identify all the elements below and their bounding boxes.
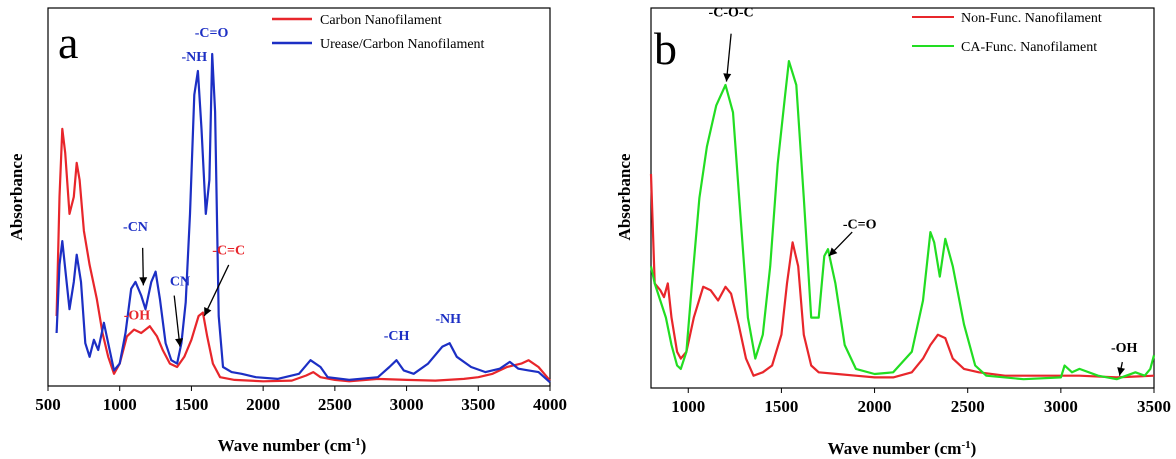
x-tick-label: 1000 <box>103 395 137 414</box>
x-tick-label: 1500 <box>764 397 798 416</box>
series-line-1 <box>649 173 1155 379</box>
x-tick-label: 1500 <box>174 395 208 414</box>
annotation-label: -OH <box>124 308 151 323</box>
x-tick-label: 3000 <box>1044 397 1078 416</box>
series-group <box>55 52 551 384</box>
x-ticks: 500 1000 1500 2000 2500 3000 3500 4000 <box>35 386 567 414</box>
annotation-label: -C-O-C <box>709 6 754 21</box>
annotations: -C-O-C -C=O -OH <box>709 6 1138 376</box>
x-axis-title: Wave number (cm-1) <box>218 436 367 455</box>
legend-label-carbon: Carbon Nanofilament <box>320 13 442 28</box>
x-axis-title: Wave number (cm-1) <box>828 439 977 458</box>
x-ticks: 1000 1500 2000 2500 3000 3500 <box>671 388 1171 416</box>
arrow-head <box>139 277 148 286</box>
x-tick-label: 4000 <box>533 395 567 414</box>
arrow-head <box>828 247 838 257</box>
arrow-head <box>723 73 732 82</box>
legend-label-nonfunc: Non-Func. Nanofilament <box>961 11 1102 26</box>
annotation-label: -NH <box>181 50 207 65</box>
annotation-label: -NH <box>435 312 461 327</box>
annotation-label: -C=C <box>212 244 245 259</box>
x-tick-label: 2000 <box>246 395 280 414</box>
annotation-label: -CH <box>384 329 410 344</box>
arrow-head <box>1117 367 1126 376</box>
annotations: -C=O -NH -CN CN -OH -C=C -CH -NH <box>123 26 461 347</box>
chart-panel-b: 1000 1500 2000 2500 3000 3500 -C-O-C -C=O -OH b… <box>615 6 1171 458</box>
x-tick-label: 3500 <box>461 395 495 414</box>
x-tick-label: 2000 <box>858 397 892 416</box>
series-group <box>649 60 1156 381</box>
series-line-2 <box>55 52 551 384</box>
panel-label: b <box>654 23 677 74</box>
chart-panel-a: 500 1000 1500 2000 2500 3000 3500 4000 -C=O-NH-… <box>7 7 567 455</box>
series-line-1 <box>55 127 551 383</box>
legend-label-urease: Urease/Carbon Nanofilament <box>320 37 485 52</box>
legend-label-cafunc: CA-Func. Nanofilament <box>961 40 1097 55</box>
annotation-arrow <box>725 33 732 82</box>
legend: Non-Func. Nanofilament CA-Func. Nanofila… <box>912 11 1102 55</box>
series-line-2 <box>649 60 1156 381</box>
arrow-head <box>175 338 184 347</box>
x-tick-label: 3000 <box>390 395 424 414</box>
annotation-label: -CN <box>123 220 148 235</box>
panel-label: a <box>58 17 78 68</box>
annotation-arrow <box>173 295 181 347</box>
y-axis-title: Absorbance <box>7 153 26 240</box>
arrow-head <box>204 307 212 316</box>
x-tick-label: 3500 <box>1137 397 1171 416</box>
plot-frame <box>650 7 1155 389</box>
annotation-label: -OH <box>1111 341 1138 356</box>
x-tick-label: 2500 <box>951 397 985 416</box>
plot-frame <box>47 7 551 387</box>
legend: Carbon Nanofilament Urease/Carbon Nanofi… <box>272 13 485 52</box>
x-tick-label: 1000 <box>671 397 705 416</box>
x-tick-label: 500 <box>35 395 61 414</box>
y-axis-title: Absorbance <box>615 153 634 240</box>
annotation-arrow <box>203 264 230 317</box>
annotation-label: CN <box>170 274 190 289</box>
annotation-label: -C=O <box>195 26 229 41</box>
annotation-label: -C=O <box>843 218 877 233</box>
x-tick-label: 2500 <box>318 395 352 414</box>
